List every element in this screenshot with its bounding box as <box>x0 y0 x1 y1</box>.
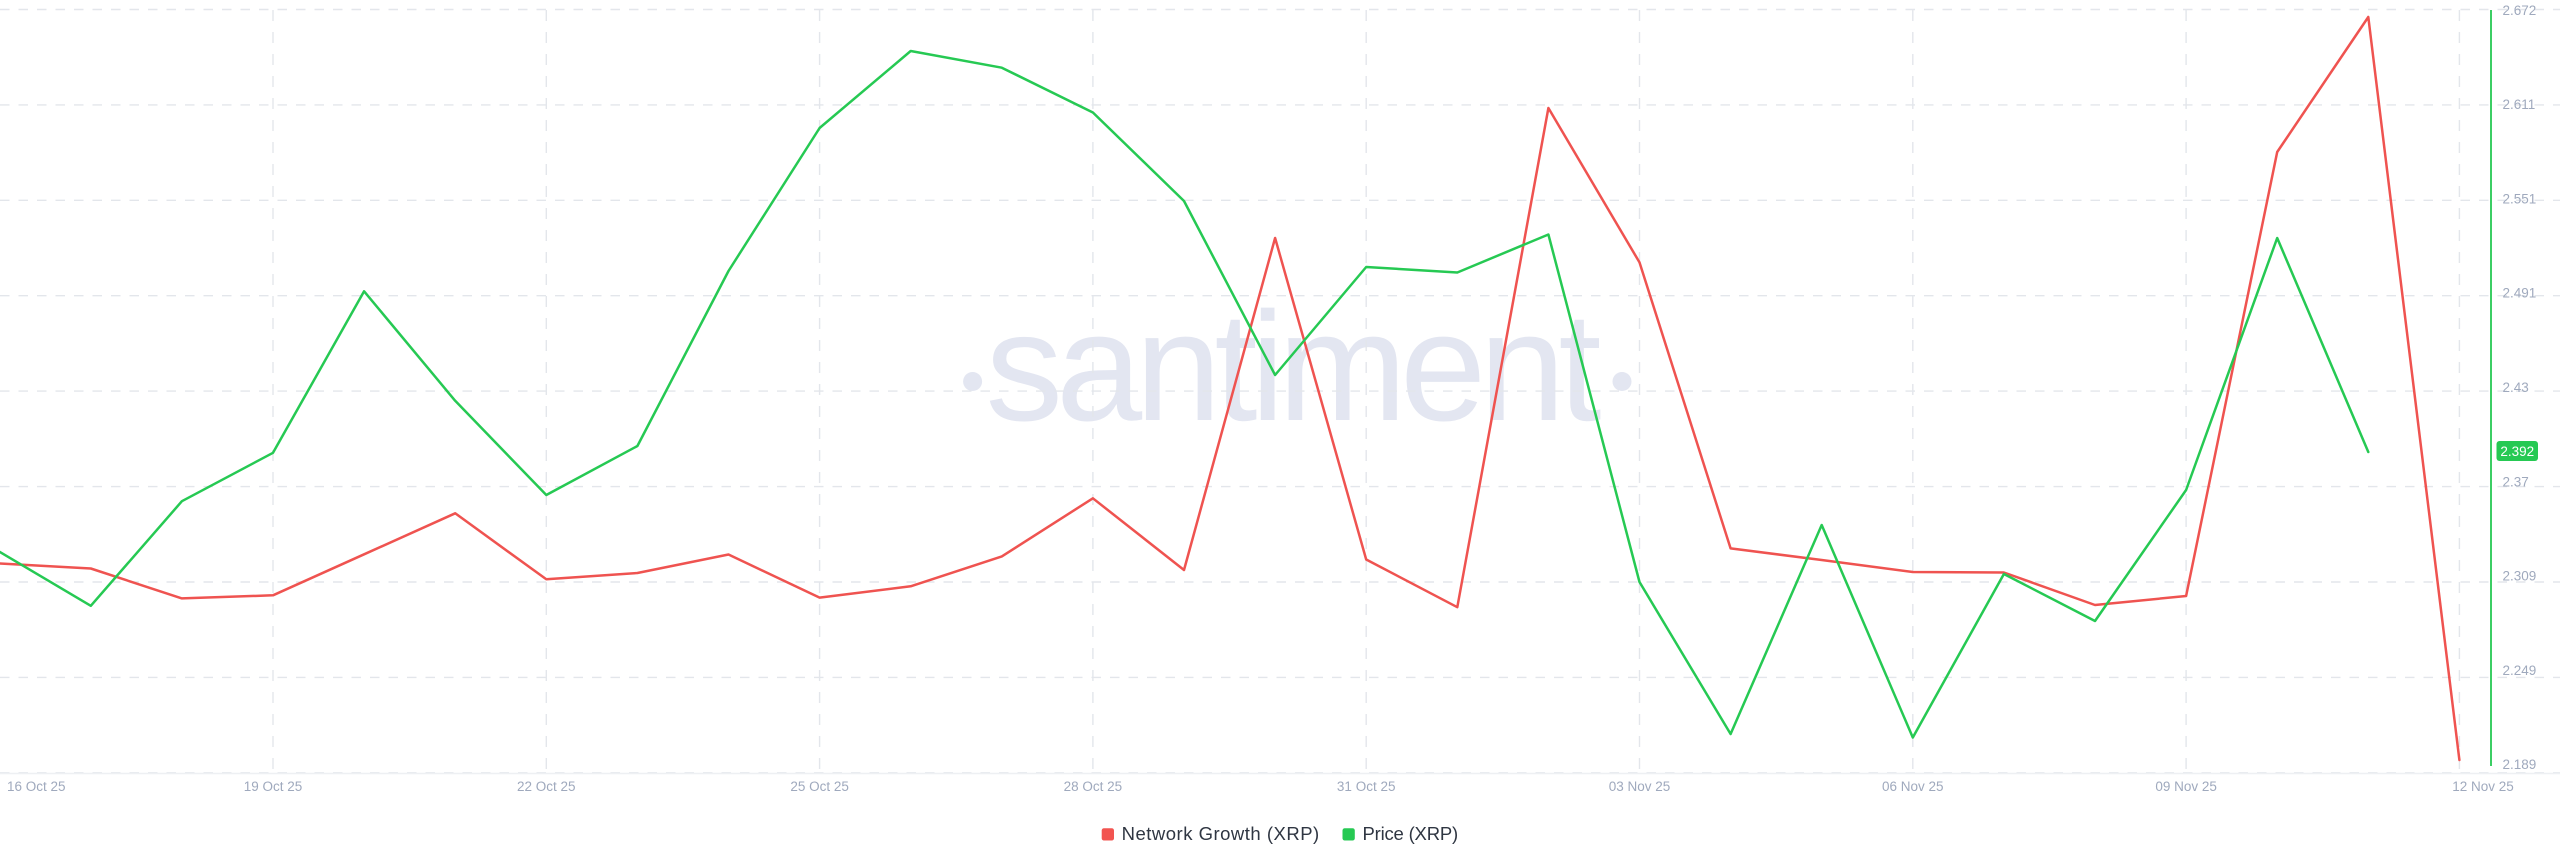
svg-text:Price (XRP): Price (XRP) <box>1363 823 1458 844</box>
svg-text:2.189: 2.189 <box>2503 757 2537 772</box>
svg-text:2.392: 2.392 <box>2500 444 2534 459</box>
svg-text:2.491: 2.491 <box>2503 286 2537 301</box>
svg-text:06 Nov 25: 06 Nov 25 <box>1882 779 1944 794</box>
svg-text:2.551: 2.551 <box>2503 191 2537 206</box>
svg-text:19 Oct 25: 19 Oct 25 <box>244 779 303 794</box>
svg-text:Network Growth (XRP): Network Growth (XRP) <box>1122 823 1320 844</box>
svg-text:santiment: santiment <box>986 280 1601 453</box>
svg-text:12 Nov 25: 12 Nov 25 <box>2452 779 2514 794</box>
svg-text:09 Nov 25: 09 Nov 25 <box>2155 779 2217 794</box>
svg-text:2.249: 2.249 <box>2503 663 2537 678</box>
svg-text:16 Oct 25: 16 Oct 25 <box>7 779 66 794</box>
svg-text:2.672: 2.672 <box>2503 3 2537 18</box>
svg-text:2.611: 2.611 <box>2503 97 2536 112</box>
svg-text:2.43: 2.43 <box>2503 380 2529 395</box>
svg-text:03 Nov 25: 03 Nov 25 <box>1609 779 1671 794</box>
svg-text:22 Oct 25: 22 Oct 25 <box>517 779 576 794</box>
svg-text:28 Oct 25: 28 Oct 25 <box>1064 779 1123 794</box>
svg-text:2.309: 2.309 <box>2503 569 2537 584</box>
svg-text:2.37: 2.37 <box>2503 474 2529 489</box>
svg-text:25 Oct 25: 25 Oct 25 <box>790 779 849 794</box>
svg-text:31 Oct 25: 31 Oct 25 <box>1337 779 1396 794</box>
